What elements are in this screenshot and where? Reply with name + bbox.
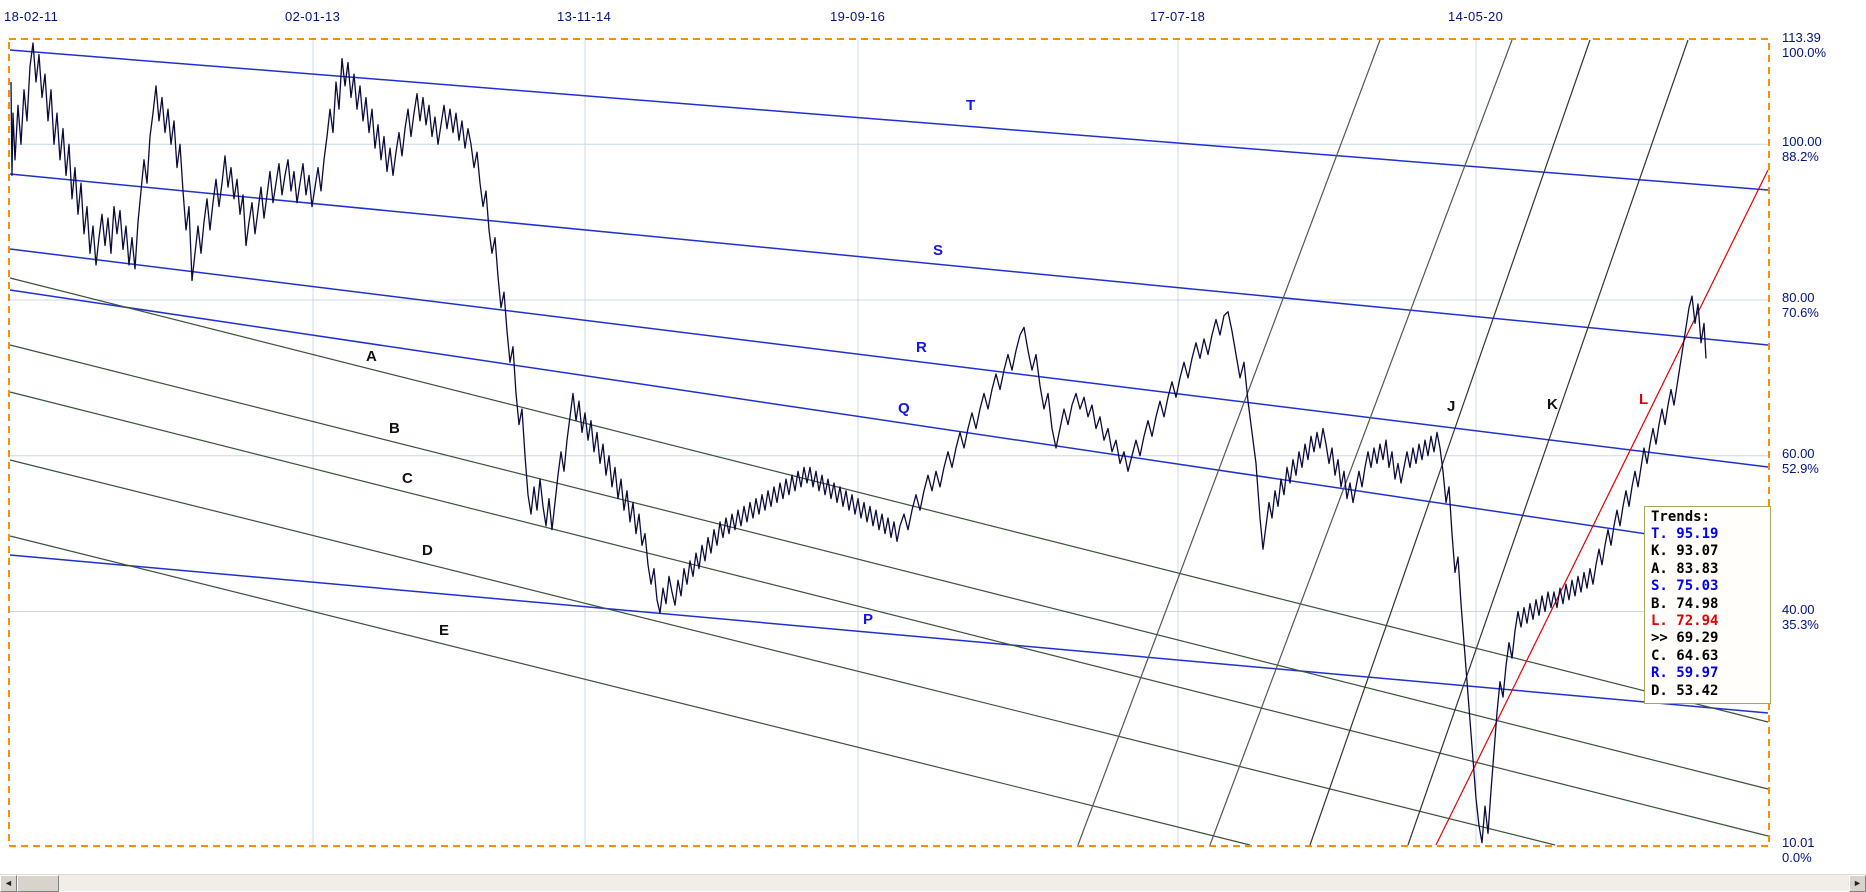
horizontal-scrollbar[interactable]: ◄ ► (0, 874, 1866, 892)
legend-rows: T. 95.19 K. 93.07 A. 83.83 S. 75.03 B. 74.98… (1651, 526, 1767, 700)
trendline-D[interactable] (9, 459, 1556, 846)
fib-percent-label: 88.2% (1782, 149, 1819, 164)
trendline-unlabeled[interactable] (1077, 39, 1381, 846)
trendline-C[interactable] (9, 391, 1769, 837)
trendline-label-Q: Q (898, 400, 910, 417)
date-tick-label: 18-02-11 (4, 9, 59, 24)
trendline-label-B: B (389, 420, 400, 437)
legend-row-A: A. 83.83 (1651, 560, 1719, 577)
trendline-label-A: A (366, 348, 377, 365)
price-label: 40.00 (1782, 602, 1815, 617)
legend-row-L: L. 72.94 (1651, 613, 1719, 630)
trendline-label-R: R (916, 339, 927, 356)
trendline-label-C: C (402, 470, 413, 487)
date-tick-label: 13-11-14 (557, 9, 612, 24)
scroll-right-button[interactable]: ► (1849, 875, 1866, 892)
date-tick-label: 17-07-18 (1150, 9, 1206, 24)
price-axis-row: 113.39 100.0% (1782, 30, 1864, 60)
scrollbar-thumb[interactable] (17, 875, 59, 892)
legend-row-T: T. 95.19 (1651, 526, 1719, 542)
fib-percent-label: 52.9% (1782, 461, 1819, 476)
price-axis-row: 80.00 70.6% (1782, 290, 1864, 320)
trendline-label-L: L (1639, 391, 1648, 408)
price-label: 113.39 (1782, 30, 1821, 45)
fib-percent-label: 70.6% (1782, 305, 1819, 320)
price-axis-row: 40.00 35.3% (1782, 602, 1864, 632)
legend-row-: >> 69.29 (1651, 630, 1719, 647)
price-label: 60.00 (1782, 446, 1815, 461)
plot-border (8, 38, 1770, 847)
fib-percent-label: 35.3% (1782, 617, 1819, 632)
legend-row-C: C. 64.63 (1651, 647, 1719, 664)
scroll-left-icon: ◄ (4, 878, 13, 888)
legend-row-D: D. 53.42 (1651, 682, 1719, 699)
trendline-L[interactable] (1435, 169, 1769, 846)
trendline-unlabeled[interactable] (1209, 39, 1513, 846)
date-tick-label: 14-05-20 (1448, 9, 1504, 24)
trendline-K[interactable] (1407, 39, 1689, 846)
trendline-T[interactable] (9, 49, 1769, 191)
trendline-label-P: P (863, 611, 873, 628)
trends-legend: Trends: T. 95.19 K. 93.07 A. 83.83 S. 75.03… (1644, 506, 1771, 705)
price-label: 10.01 (1782, 835, 1815, 850)
legend-row-B: B. 74.98 (1651, 595, 1719, 612)
scroll-right-icon: ► (1853, 878, 1862, 888)
price-axis-row: 10.01 0.0% (1782, 835, 1864, 865)
fib-percent-label: 0.0% (1782, 850, 1812, 865)
legend-title: Trends: (1651, 509, 1711, 525)
trendline-label-S: S (933, 242, 943, 259)
trendline-J[interactable] (1309, 39, 1591, 846)
trendline-A[interactable] (9, 277, 1769, 723)
trendline-P[interactable] (9, 554, 1769, 714)
trendline-label-T: T (966, 97, 975, 114)
price-axis-row: 100.00 88.2% (1782, 134, 1864, 164)
trendline-label-D: D (422, 542, 433, 559)
trendline-S[interactable] (9, 173, 1769, 346)
legend-row-S: S. 75.03 (1651, 578, 1719, 595)
trendline-label-K: K (1547, 396, 1558, 413)
trendline-Q[interactable] (9, 289, 1769, 553)
legend-row-R: R. 59.97 (1651, 665, 1719, 682)
trendline-label-J: J (1447, 398, 1455, 415)
trendline-E[interactable] (9, 535, 1251, 846)
date-tick-label: 19-09-16 (830, 9, 886, 24)
date-tick-label: 02-01-13 (285, 9, 341, 24)
scroll-left-button[interactable]: ◄ (0, 875, 17, 892)
trendline-R[interactable] (9, 248, 1769, 468)
price-label: 80.00 (1782, 290, 1815, 305)
legend-row-K: K. 93.07 (1651, 543, 1719, 560)
fib-percent-label: 100.0% (1782, 45, 1827, 60)
price-label: 100.00 (1782, 134, 1822, 149)
price-axis-row: 60.00 52.9% (1782, 446, 1864, 476)
price-series (10, 42, 1707, 844)
trendline-B[interactable] (9, 344, 1769, 790)
trendline-label-E: E (439, 622, 449, 639)
